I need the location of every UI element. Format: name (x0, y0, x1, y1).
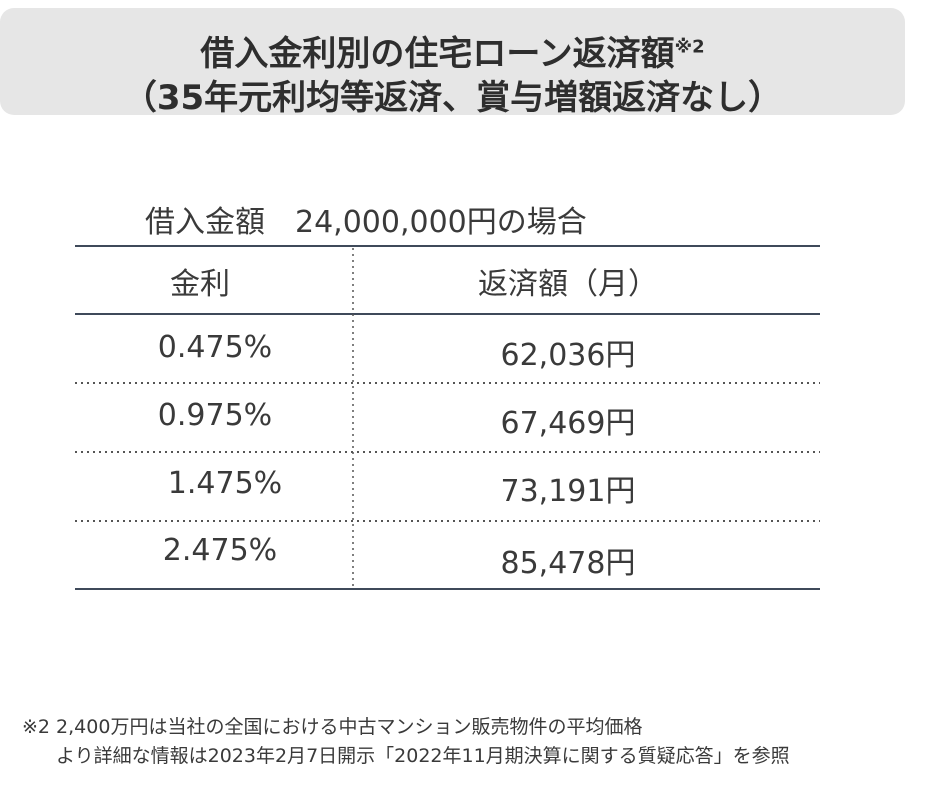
title-text: 借入金利別の住宅ローン返済額 (200, 34, 675, 74)
title-line-2: （35年元利均等返済、賞与増額返済なし） (122, 78, 783, 118)
rate-cell: 2.475% (162, 533, 278, 568)
title-banner: 借入金利別の住宅ローン返済額※2 （35年元利均等返済、賞与増額返済なし） (0, 8, 905, 118)
payment-cell: 85,478円 (500, 546, 636, 581)
title-line-1: 借入金利別の住宅ローン返済額※2 (0, 26, 905, 75)
table-caption: 借入金額 24,000,000円の場合 (145, 205, 587, 240)
payment-cell: 67,469円 (500, 406, 636, 441)
footnote-line-2: より詳細な情報は2023年2月7日開示「2022年11月期決算に関する質疑応答」… (56, 745, 790, 767)
rate-cell: 0.975% (157, 398, 273, 433)
header-monthly-payment: 返済額（月） (478, 267, 658, 302)
title-note-mark: ※2 (674, 36, 705, 58)
payment-cell: 62,036円 (500, 338, 636, 373)
rate-cell: 1.475% (167, 466, 283, 501)
payment-cell: 73,191円 (500, 474, 636, 509)
rate-cell: 0.475% (157, 330, 273, 365)
header-interest-rate: 金利 (170, 267, 230, 302)
footnote-line-1: ※2 2,400万円は当社の全国における中古マンション販売物件の平均価格 (22, 716, 643, 738)
